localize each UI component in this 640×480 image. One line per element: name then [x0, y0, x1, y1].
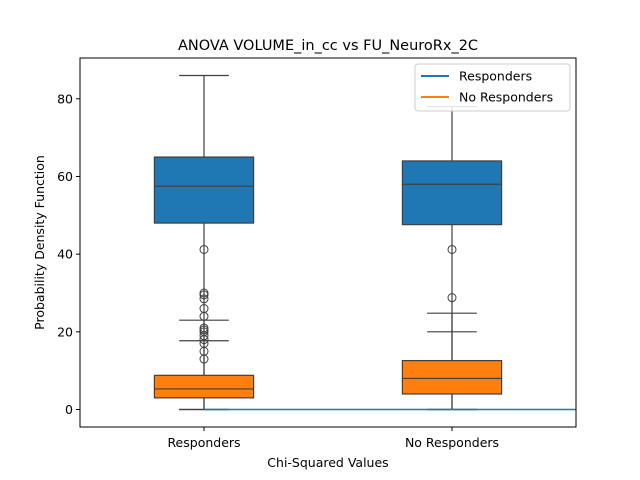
box-iqr: [153, 374, 255, 399]
box-0-0: [153, 74, 255, 411]
plot-content: [153, 74, 576, 411]
y-tick-label: 0: [65, 402, 73, 417]
outlier-point: [199, 304, 209, 314]
box-1-1: [401, 331, 503, 411]
y-tick-label: 80: [57, 91, 73, 106]
box-iqr: [401, 359, 503, 395]
y-tick-label: 60: [57, 169, 73, 184]
outlier-point: [199, 288, 209, 298]
y-axis-label: Probability Density Function: [32, 155, 47, 330]
legend-box: [414, 63, 571, 112]
x-tick-label: Responders: [167, 435, 240, 450]
outlier-point: [199, 244, 209, 254]
x-tick-label: No Responders: [405, 435, 499, 450]
x-axis-label: Chi-Squared Values: [267, 455, 388, 470]
legend-label: Responders: [459, 69, 532, 84]
plot-frame: [79, 57, 577, 428]
outlier-point: [447, 244, 457, 254]
chart-title: ANOVA VOLUME_in_cc vs FU_NeuroRx_2C: [178, 38, 478, 54]
legend: Responders No Responders: [414, 63, 571, 112]
box-iqr: [153, 156, 255, 224]
y-tick-label: 40: [57, 247, 73, 262]
y-tick-label: 20: [57, 324, 73, 339]
outlier-point: [199, 294, 209, 304]
box-iqr: [401, 160, 503, 226]
outlier-point: [447, 293, 457, 303]
y-axis: 0 20 40 60 80: [57, 91, 80, 417]
legend-label: No Responders: [459, 90, 553, 105]
x-axis: Responders No Responders: [167, 427, 499, 450]
